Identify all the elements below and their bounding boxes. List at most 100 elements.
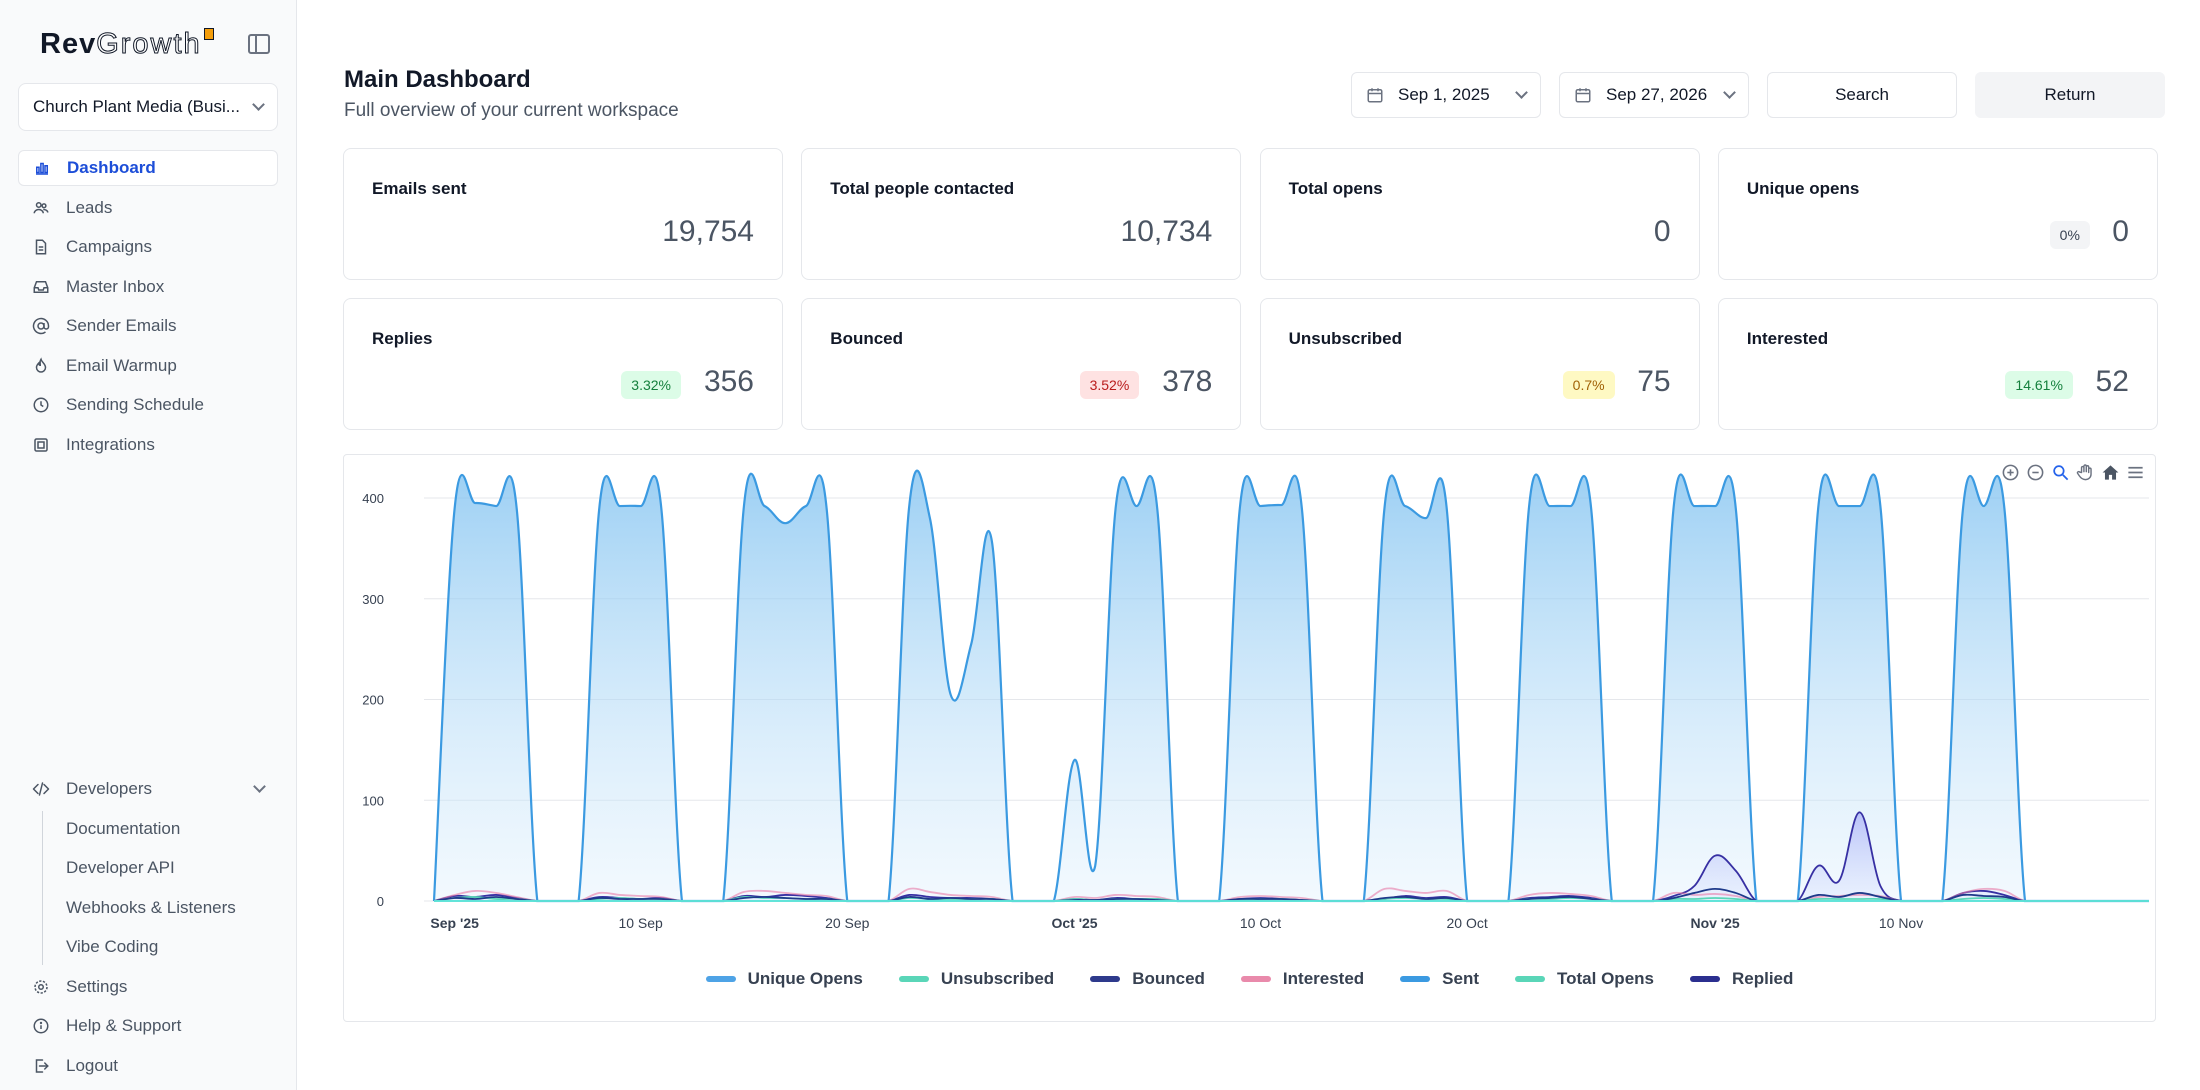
chevron-down-icon bbox=[252, 98, 265, 111]
legend-label: Replied bbox=[1732, 969, 1794, 988]
legend-item-interested[interactable]: Interested bbox=[1240, 969, 1365, 989]
sidebar-item-dashboard[interactable]: Dashboard bbox=[18, 150, 278, 186]
end-date-picker[interactable]: Sep 27, 2026 bbox=[1559, 72, 1749, 118]
developers-item-webhooks-listeners[interactable]: Webhooks & Listeners bbox=[66, 897, 236, 917]
legend-item-unique-opens[interactable]: Unique Opens bbox=[705, 969, 863, 989]
legend-label: Interested bbox=[1282, 969, 1365, 988]
zoom-in-icon[interactable] bbox=[2001, 463, 2020, 482]
legend-label: Bounced bbox=[1132, 969, 1205, 988]
legend-label: Sent bbox=[1442, 969, 1480, 988]
stat-value: 19,754 bbox=[662, 215, 754, 248]
sidebar-item-sending-schedule[interactable]: Sending Schedule bbox=[18, 387, 278, 423]
sidebar-item-label: Help & Support bbox=[66, 1016, 182, 1035]
legend-item-total-opens[interactable]: Total Opens bbox=[1515, 969, 1654, 989]
stat-label: Total people contacted bbox=[830, 179, 1015, 198]
stat-value: 378 bbox=[1162, 365, 1213, 398]
sidebar-item-help[interactable]: Help & Support bbox=[18, 1008, 278, 1044]
stat-card-interested: Interested 52 14.61% bbox=[1717, 298, 2158, 430]
brand-mark-icon bbox=[203, 27, 214, 40]
search-button[interactable]: Search bbox=[1767, 72, 1957, 118]
sidebar-item-settings[interactable]: Settings bbox=[18, 969, 278, 1005]
stat-value: 52 bbox=[2095, 365, 2129, 398]
logo-row: Rev Growth bbox=[40, 26, 270, 62]
brand-logo[interactable]: Rev Growth bbox=[40, 27, 214, 61]
workspace-selector[interactable]: Church Plant Media (Busi... bbox=[18, 83, 278, 131]
start-date-value: Sep 1, 2025 bbox=[1398, 85, 1490, 104]
sidebar-item-label: Sender Emails bbox=[66, 316, 177, 335]
chevron-down-icon bbox=[1723, 86, 1736, 99]
chevron-down-icon bbox=[1515, 86, 1528, 99]
return-button[interactable]: Return bbox=[1975, 72, 2165, 118]
developers-item-documentation[interactable]: Documentation bbox=[66, 818, 181, 838]
legend-label: Unique Opens bbox=[747, 969, 863, 988]
sidebar-item-campaigns[interactable]: Campaigns bbox=[18, 229, 278, 265]
developers-item-developer-api[interactable]: Developer API bbox=[66, 858, 175, 877]
stat-card-bounced: Bounced 378 3.52% bbox=[801, 298, 1242, 430]
reset-home-icon[interactable] bbox=[2101, 463, 2120, 482]
sidebar-item-sender-emails[interactable]: Sender Emails bbox=[18, 308, 278, 344]
flame-icon bbox=[32, 356, 50, 375]
stat-card-total-opens: Total opens 0 bbox=[1259, 148, 1700, 280]
legend-swatch bbox=[1400, 976, 1431, 982]
legend-label: Total Opens bbox=[1557, 969, 1654, 988]
legend-item-bounced[interactable]: Bounced bbox=[1090, 969, 1205, 989]
stats-grid: Emails sent 19,754 Total people contacted 1… bbox=[343, 148, 2158, 430]
chart-panel: 0 100 200 300 400 Sep '25 10 Sep 20 Sep Oct '25 1… bbox=[343, 454, 2156, 1022]
inbox-icon bbox=[32, 278, 50, 296]
legend-swatch bbox=[1690, 976, 1720, 982]
legend-swatch bbox=[1090, 976, 1121, 982]
developers-item-vibe-coding[interactable]: Vibe Coding bbox=[66, 937, 159, 956]
workspace-name: Church Plant Media (Busi... bbox=[33, 97, 240, 116]
brand-logo-part2: Growth bbox=[96, 27, 202, 60]
series-area-replied bbox=[434, 812, 2149, 901]
start-date-picker[interactable]: Sep 1, 2025 bbox=[1351, 72, 1541, 118]
sidebar-item-label: Settings bbox=[66, 976, 128, 996]
chip-icon bbox=[32, 436, 50, 454]
sidebar-item-email-warmup[interactable]: Email Warmup bbox=[18, 348, 278, 384]
calendar-icon bbox=[1367, 88, 1383, 103]
legend-label: Unsubscribed bbox=[940, 969, 1055, 988]
sidebar-item-label: Dashboard bbox=[67, 158, 156, 177]
legend-item-unsubscribed[interactable]: Unsubscribed bbox=[898, 969, 1055, 989]
file-icon bbox=[32, 238, 50, 256]
series-area-sent bbox=[434, 470, 2149, 901]
bottom-nav: Developers Documentation Developer API Web… bbox=[18, 771, 278, 1087]
sidebar-toggle-icon[interactable] bbox=[248, 34, 270, 54]
stat-card-replies: Replies 356 3.32% bbox=[343, 298, 783, 430]
legend-swatch bbox=[898, 976, 929, 982]
developers-label: Developers bbox=[66, 779, 152, 798]
legend-item-sent[interactable]: Sent bbox=[1400, 969, 1479, 989]
menu-icon[interactable] bbox=[2126, 463, 2145, 482]
code-icon bbox=[32, 780, 50, 798]
legend-item-replied[interactable]: Replied bbox=[1690, 969, 1793, 989]
status-badge: 0% bbox=[2049, 221, 2090, 249]
page-title: Main Dashboard bbox=[344, 66, 531, 93]
y-tick-label: 400 bbox=[362, 491, 384, 506]
zoom-out-icon[interactable] bbox=[2026, 463, 2045, 482]
toolbar: Sep 1, 2025 Sep 27, 2026 Search Return bbox=[1351, 72, 2165, 118]
activity-chart: 0 100 200 300 400 Sep '25 10 Sep 20 Sep Oct '25 1… bbox=[362, 469, 2149, 931]
pan-hand-icon[interactable] bbox=[2076, 463, 2095, 482]
chart-legend: Unique Opens Unsubscribed Bounced Intereste… bbox=[344, 969, 2155, 989]
stat-value: 10,734 bbox=[1120, 215, 1213, 248]
main-content: Main Dashboard Full overview of your cur… bbox=[297, 0, 2200, 1090]
sidebar-item-label: Email Warmup bbox=[66, 355, 177, 375]
legend-swatch bbox=[1515, 976, 1546, 982]
stat-card-total-people-contacted: Total people contacted 10,734 bbox=[801, 148, 1242, 280]
developers-toggle[interactable]: Developers bbox=[18, 771, 278, 807]
main-nav: Dashboard Leads Campaigns Master Inbox Sende… bbox=[18, 150, 278, 466]
sidebar-item-leads[interactable]: Leads bbox=[18, 190, 278, 226]
x-tick-label: 10 Oct bbox=[1240, 915, 1281, 931]
sidebar-item-master-inbox[interactable]: Master Inbox bbox=[18, 269, 278, 305]
calendar-icon bbox=[1575, 88, 1591, 103]
legend-swatch bbox=[1240, 976, 1271, 982]
gear-icon bbox=[32, 978, 50, 996]
sidebar-item-logout[interactable]: Logout bbox=[18, 1048, 278, 1084]
stat-label: Replies bbox=[372, 329, 433, 348]
stat-label: Unsubscribed bbox=[1288, 329, 1402, 348]
stat-value: 356 bbox=[703, 365, 754, 398]
stat-label: Interested bbox=[1746, 329, 1829, 348]
sidebar-item-integrations[interactable]: Integrations bbox=[18, 427, 278, 463]
status-badge: 0.7% bbox=[1562, 371, 1615, 399]
selection-zoom-icon[interactable] bbox=[2051, 463, 2070, 482]
